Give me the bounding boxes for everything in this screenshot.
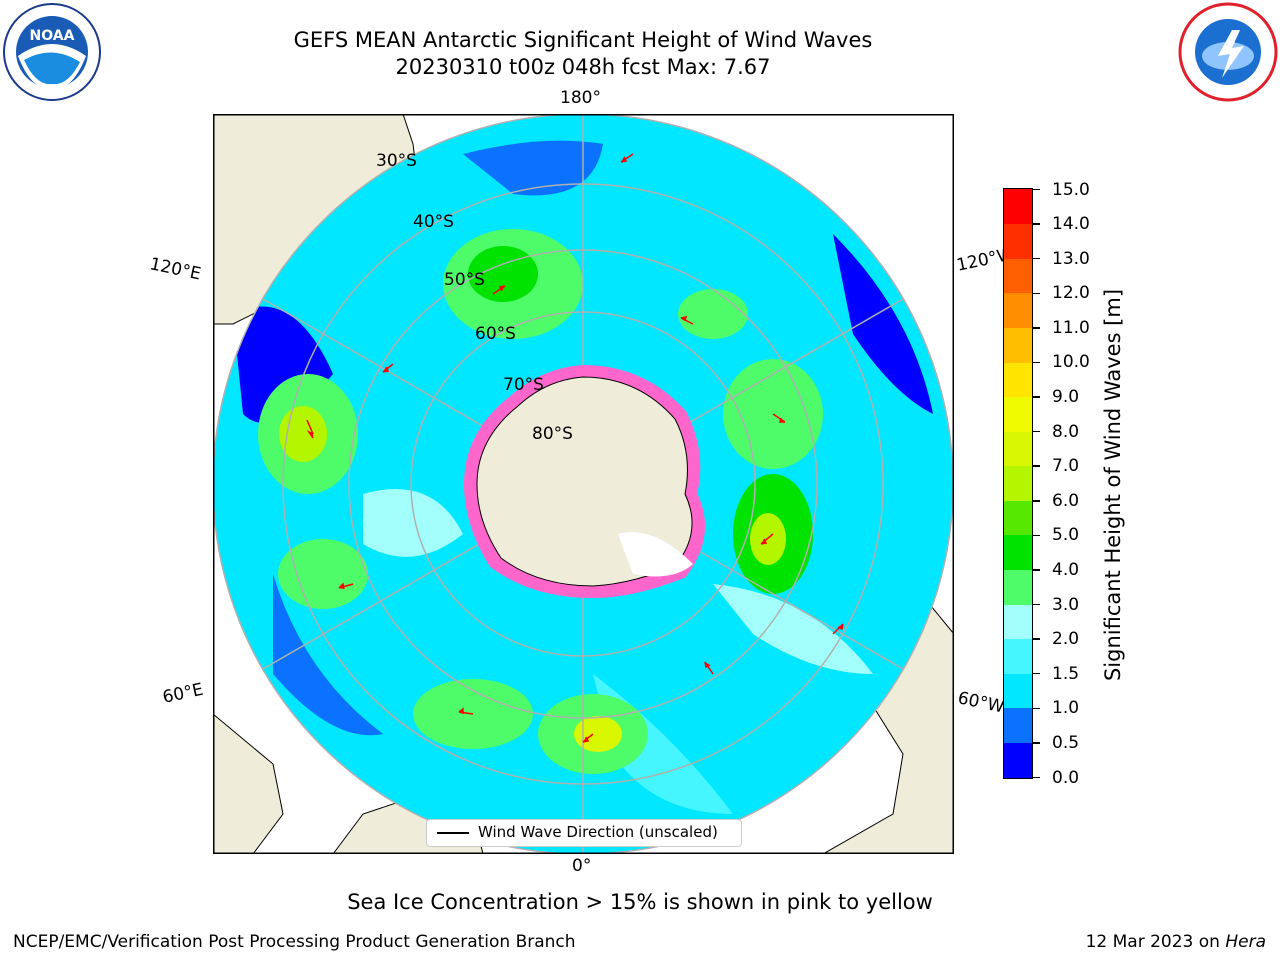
- colorbar-title: Significant Height of Wind Waves [m]: [1101, 288, 1125, 682]
- colorbar-segment: [1004, 258, 1032, 294]
- colorbar-tick-label: 13.0: [1052, 248, 1090, 269]
- colorbar-segment: [1004, 673, 1032, 709]
- longitude-label-60e: 60°E: [160, 679, 206, 708]
- legend-label: Wind Wave Direction (unscaled): [478, 823, 718, 841]
- colorbar-segment: [1004, 638, 1032, 674]
- colorbar-tick: [1033, 292, 1040, 294]
- map-panel: [213, 114, 954, 854]
- longitude-label-120e: 120°E: [147, 254, 203, 285]
- latitude-label-30s: 30°S: [376, 151, 417, 171]
- colorbar-segment: [1004, 223, 1032, 259]
- colorbar-tick-label: 1.0: [1052, 698, 1080, 719]
- colorbar-tick-label: 0.0: [1052, 767, 1080, 788]
- colorbar-tick-label: 0.5: [1052, 732, 1080, 753]
- footer-date: 12 Mar 2023 on Hera: [1085, 932, 1266, 952]
- colorbar-tick-label: 7.0: [1052, 456, 1080, 477]
- chart-title: GEFS MEAN Antarctic Significant Height o…: [293, 28, 873, 52]
- colorbar-tick-label: 11.0: [1052, 317, 1090, 338]
- colorbar-tick: [1033, 257, 1040, 260]
- sea-ice-caption: Sea Ice Concentration > 15% is shown in …: [347, 890, 933, 914]
- colorbar-tick: [1033, 361, 1040, 364]
- noaa-logo-icon: NOAA: [3, 3, 101, 101]
- colorbar-tick: [1033, 327, 1040, 329]
- latitude-label-70s: 70°S: [503, 375, 544, 395]
- colorbar-segment: [1004, 534, 1032, 571]
- colorbar: [1003, 188, 1033, 779]
- colorbar-segment: [1004, 189, 1032, 225]
- colorbar-tick: [1033, 396, 1040, 398]
- colorbar-segment: [1004, 292, 1032, 328]
- colorbar-segment: [1004, 604, 1032, 640]
- colorbar-tick-label: 8.0: [1052, 421, 1080, 442]
- colorbar-segment: [1004, 707, 1032, 743]
- colorbar-tick: [1033, 638, 1040, 640]
- colorbar-tick-label: 14.0: [1052, 214, 1090, 235]
- colorbar-tick: [1033, 534, 1040, 537]
- colorbar-tick-label: 10.0: [1052, 352, 1090, 373]
- colorbar-tick-label: 2.0: [1052, 629, 1080, 650]
- longitude-label-60w: 60°W: [955, 688, 1007, 718]
- colorbar-tick: [1033, 188, 1040, 191]
- colorbar-tick: [1033, 776, 1040, 779]
- colorbar-tick: [1033, 603, 1040, 606]
- noaa-logo-text: NOAA: [30, 28, 75, 44]
- colorbar-tick-label: 6.0: [1052, 490, 1080, 511]
- latitude-label-40s: 40°S: [413, 212, 454, 232]
- colorbar-tick-label: 5.0: [1052, 525, 1080, 546]
- colorbar-segment: [1004, 327, 1032, 363]
- colorbar-tick: [1033, 430, 1040, 433]
- colorbar-segment: [1004, 431, 1032, 467]
- colorbar-tick-label: 12.0: [1052, 283, 1090, 304]
- footer-credit: NCEP/EMC/Verification Post Processing Pr…: [13, 932, 576, 952]
- latitude-label-50s: 50°S: [444, 270, 485, 290]
- colorbar-tick: [1033, 465, 1040, 467]
- nws-logo-icon: [1178, 2, 1278, 102]
- chart-subtitle: 20230310 t00z 048h fcst Max: 7.67: [395, 55, 771, 79]
- colorbar-tick-label: 15.0: [1052, 179, 1090, 200]
- colorbar-tick: [1033, 742, 1040, 744]
- colorbar-segment: [1004, 500, 1032, 536]
- footer-machine: Hera: [1225, 932, 1266, 952]
- colorbar-tick: [1033, 500, 1040, 502]
- map-legend: Wind Wave Direction (unscaled): [426, 819, 742, 847]
- colorbar-tick-label: 1.5: [1052, 663, 1080, 684]
- colorbar-segment: [1004, 396, 1032, 432]
- colorbar-segment: [1004, 361, 1032, 398]
- colorbar-tick: [1033, 672, 1040, 675]
- colorbar-segment: [1004, 569, 1032, 605]
- legend-line-sample: [437, 832, 469, 834]
- longitude-label-180: 180°: [560, 88, 601, 108]
- colorbar-tick: [1033, 707, 1040, 710]
- longitude-label-0: 0°: [572, 856, 592, 876]
- latitude-label-80s: 80°S: [532, 424, 573, 444]
- colorbar-tick: [1033, 223, 1040, 225]
- colorbar-segment: [1004, 742, 1032, 778]
- colorbar-segment: [1004, 465, 1032, 501]
- colorbar-tick-label: 4.0: [1052, 559, 1080, 580]
- latitude-label-60s: 60°S: [475, 324, 516, 344]
- ice-shelf: [618, 532, 693, 577]
- colorbar-tick-label: 3.0: [1052, 594, 1080, 615]
- colorbar-tick: [1033, 569, 1040, 571]
- wave-direction-arrows: [306, 153, 844, 743]
- colorbar-tick-label: 9.0: [1052, 387, 1080, 408]
